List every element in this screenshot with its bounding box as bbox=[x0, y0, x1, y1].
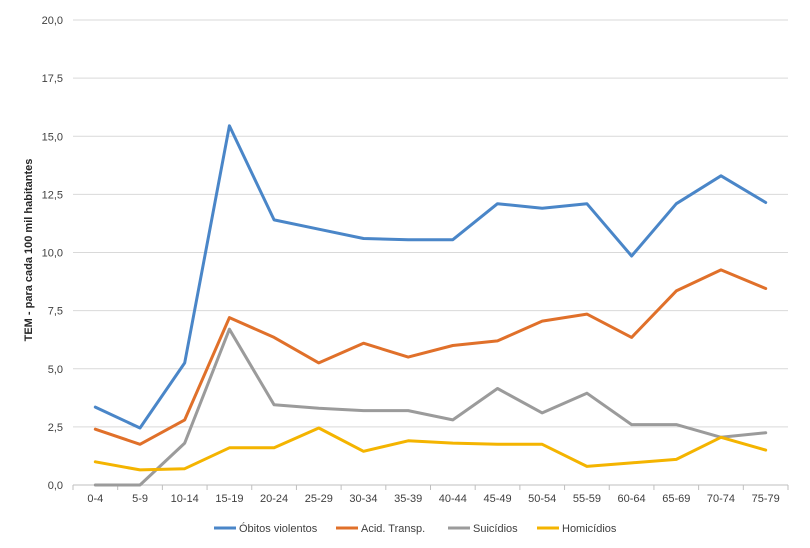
legend-label: Suicídios bbox=[473, 523, 518, 535]
x-tick-label: 55-59 bbox=[573, 493, 601, 505]
y-axis-title: TEM - para cada 100 mil habitantes bbox=[23, 159, 35, 342]
x-tick-label: 70-74 bbox=[707, 493, 735, 505]
x-tick-label: 30-34 bbox=[349, 493, 377, 505]
x-tick-label: 50-54 bbox=[528, 493, 556, 505]
x-tick-label: 20-24 bbox=[260, 493, 288, 505]
y-tick-label: 12,5 bbox=[42, 189, 63, 201]
y-axis-ticks: 0,0 2,5 5,0 7,5 10,0 12,5 15,0 17,5 20,0 bbox=[42, 15, 63, 492]
y-tick-label: 2,5 bbox=[48, 422, 63, 434]
series-line-3 bbox=[93, 426, 768, 472]
x-tick-label: 60-64 bbox=[618, 493, 646, 505]
series-line-2 bbox=[93, 327, 768, 487]
legend-label: Óbitos violentos bbox=[239, 522, 318, 535]
series-line-1 bbox=[93, 268, 768, 446]
x-axis-ticks: 0-4 5-9 10-14 15-19 20-24 25-29 30-34 35-39 40-4… bbox=[72, 485, 789, 505]
legend-label: Homicídios bbox=[562, 523, 617, 535]
y-tick-label: 7,5 bbox=[48, 306, 63, 318]
x-tick-label: 10-14 bbox=[171, 493, 199, 505]
x-tick-label: 45-49 bbox=[483, 493, 511, 505]
series-lines bbox=[93, 124, 768, 487]
legend-label: Acid. Transp. bbox=[361, 523, 425, 535]
y-tick-label: 20,0 bbox=[42, 15, 63, 27]
x-tick-label: 5-9 bbox=[132, 493, 148, 505]
series-line-0 bbox=[93, 124, 768, 430]
x-tick-label: 40-44 bbox=[439, 493, 467, 505]
legend: Óbitos violentos Acid. Transp. Suicídios Ho… bbox=[214, 522, 617, 535]
y-tick-label: 0,0 bbox=[48, 480, 63, 492]
x-tick-label: 15-19 bbox=[215, 493, 243, 505]
x-tick-label: 35-39 bbox=[394, 493, 422, 505]
y-tick-label: 15,0 bbox=[42, 131, 63, 143]
y-tick-label: 10,0 bbox=[42, 248, 63, 260]
y-tick-label: 5,0 bbox=[48, 364, 63, 376]
x-tick-label: 75-79 bbox=[752, 493, 780, 505]
y-tick-label: 17,5 bbox=[42, 73, 63, 85]
x-tick-label: 65-69 bbox=[662, 493, 690, 505]
x-tick-label: 25-29 bbox=[305, 493, 333, 505]
x-tick-label: 0-4 bbox=[87, 493, 103, 505]
